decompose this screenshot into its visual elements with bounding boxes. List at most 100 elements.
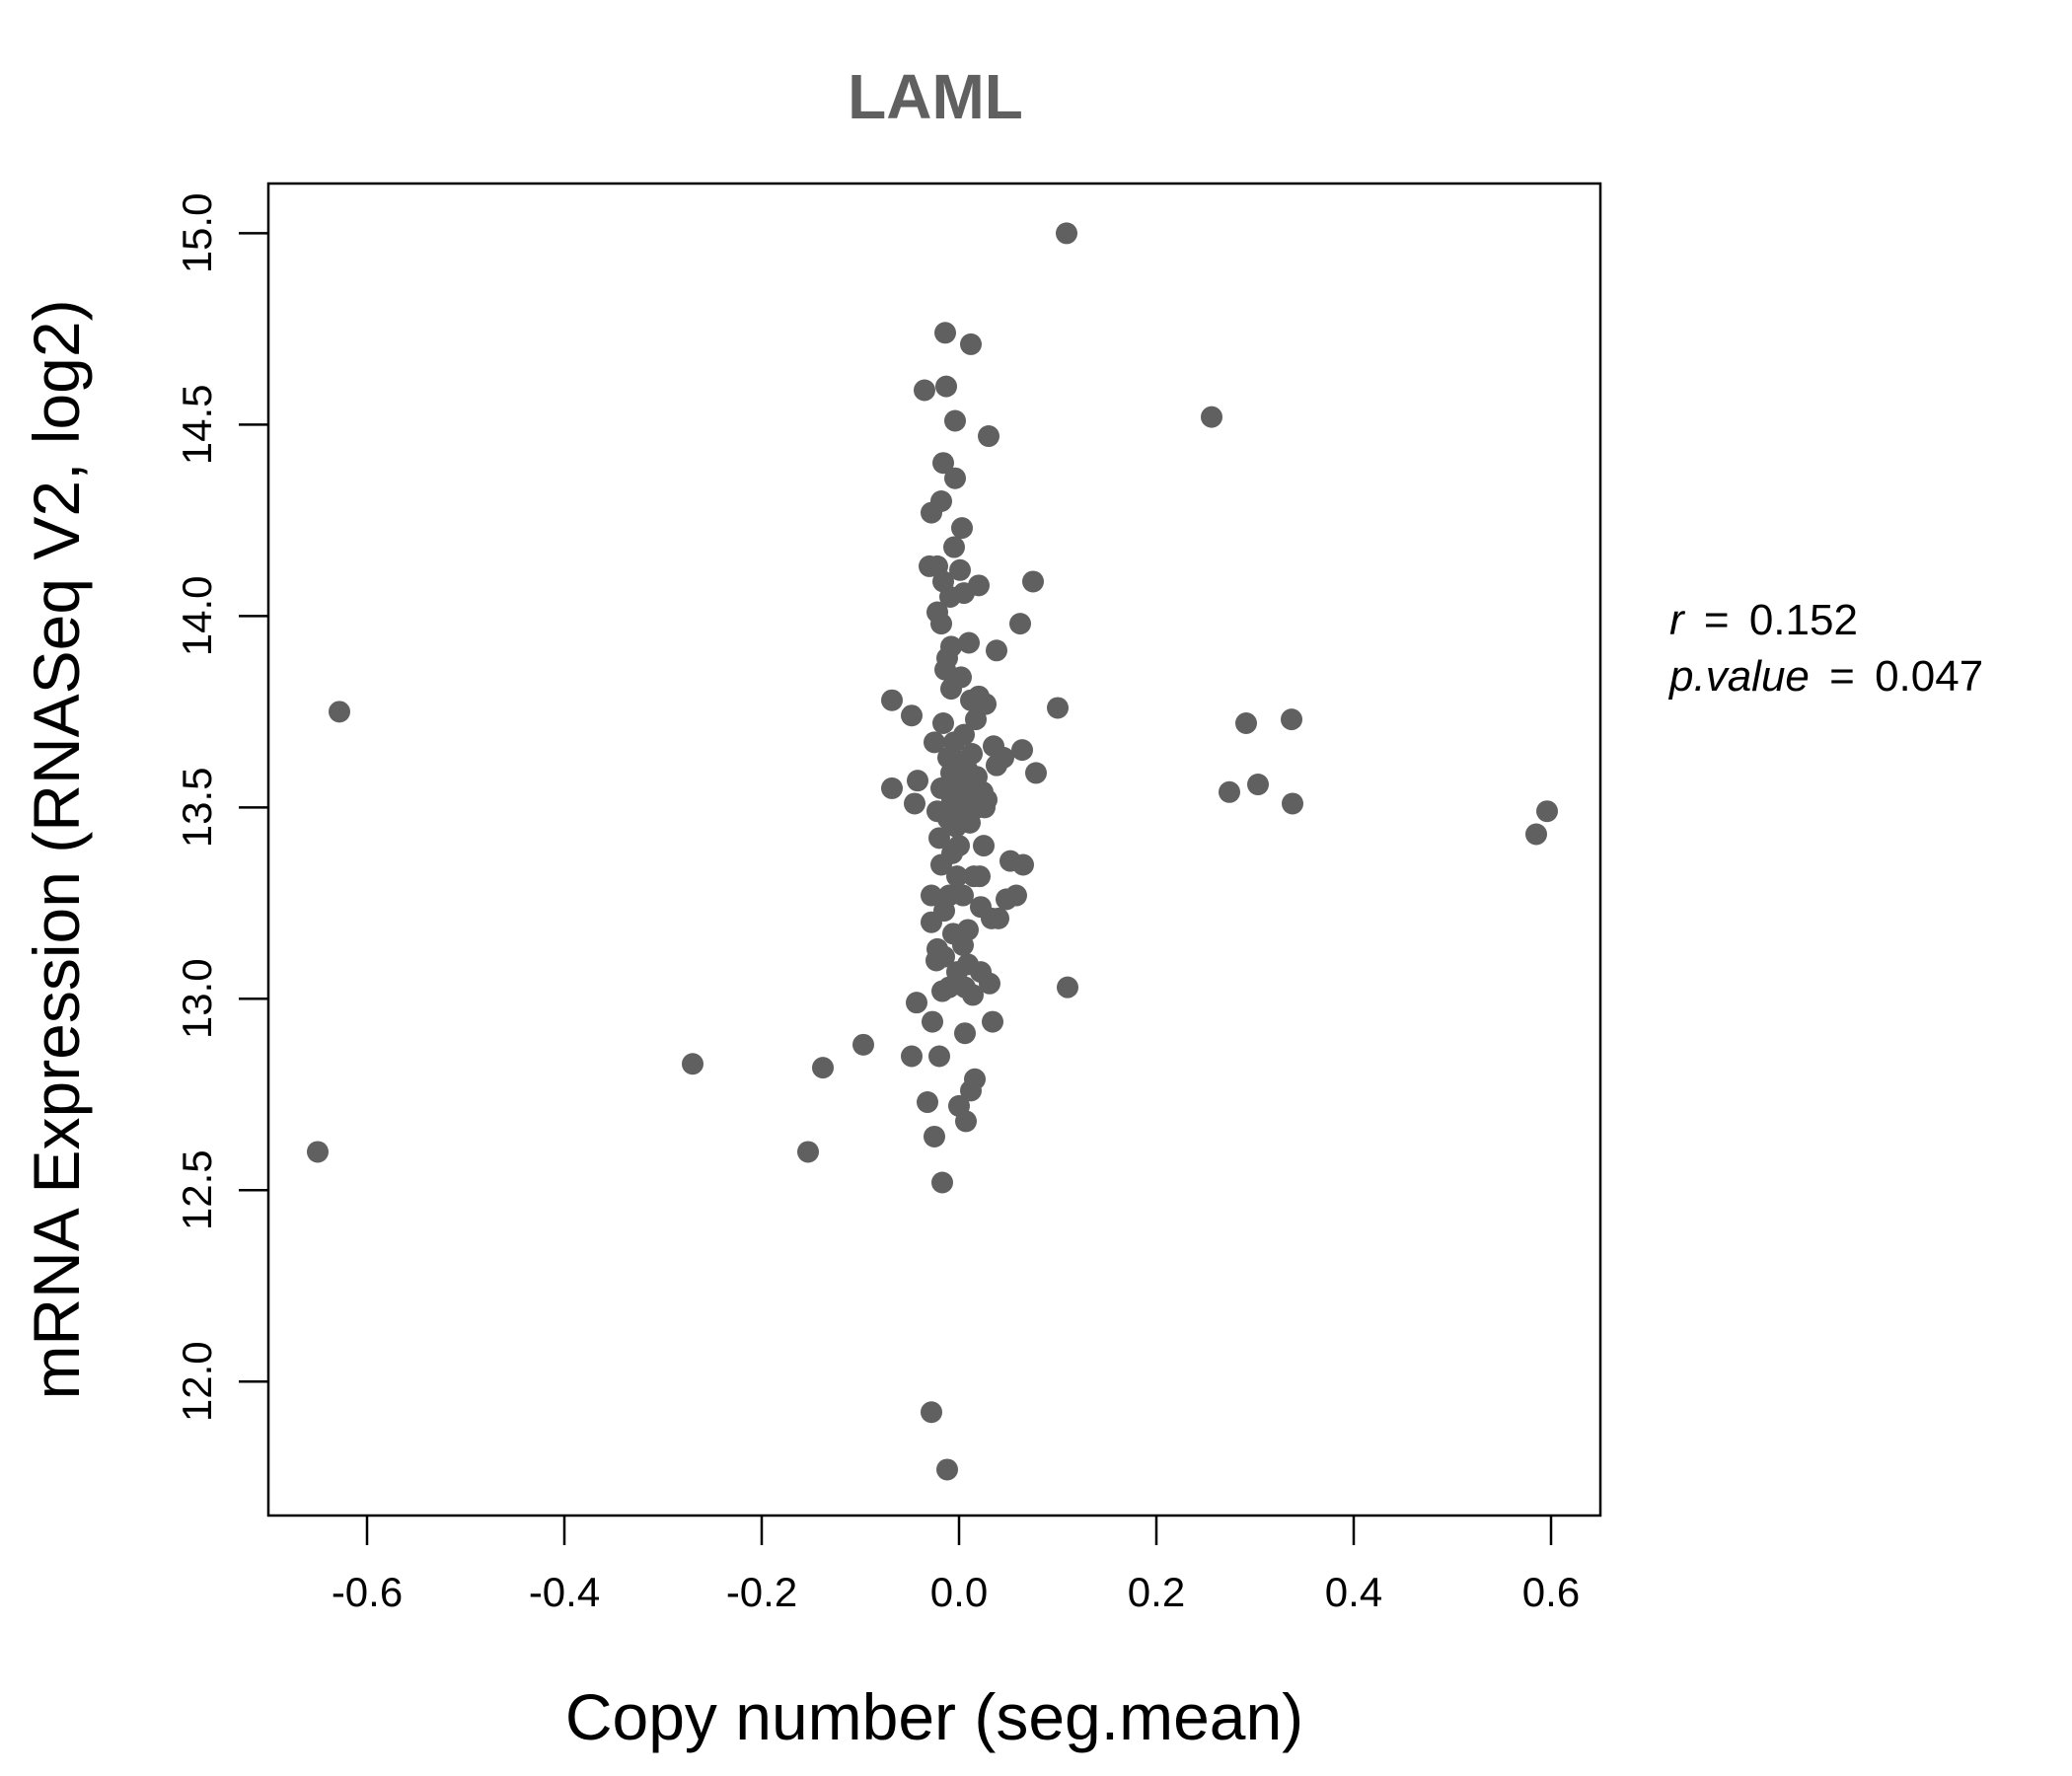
data-point — [931, 1171, 953, 1194]
data-point — [812, 1057, 834, 1079]
data-point — [950, 666, 972, 689]
data-point — [1012, 853, 1034, 876]
data-point — [881, 777, 903, 799]
data-point — [1282, 792, 1303, 815]
data-point — [993, 746, 1014, 769]
data-point — [936, 1458, 958, 1481]
p-value: 0.047 — [1875, 652, 1983, 701]
data-point — [1235, 711, 1257, 734]
data-point — [961, 743, 983, 766]
data-point — [969, 865, 991, 888]
data-point — [957, 919, 979, 941]
r-symbol: r — [1669, 596, 1686, 644]
data-point — [986, 639, 1007, 662]
data-point — [949, 558, 971, 581]
data-point — [1022, 570, 1044, 593]
data-point — [940, 635, 962, 658]
data-point — [329, 701, 350, 723]
data-point — [968, 574, 990, 597]
data-point — [975, 693, 997, 715]
data-point — [1056, 222, 1077, 245]
data-point — [922, 1010, 943, 1033]
plot-frame — [266, 182, 1602, 1517]
y-axis: 12.0 12.5 13.0 13.5 14.0 14.5 15.0 — [174, 193, 268, 1422]
data-point — [930, 489, 952, 512]
data-point — [1009, 613, 1031, 635]
data-point — [964, 1068, 986, 1090]
y-tick-label: 12.5 — [174, 1149, 220, 1230]
x-tick-label: -0.2 — [726, 1569, 797, 1615]
data-point — [1005, 884, 1027, 907]
data-point — [982, 1010, 1003, 1033]
data-point — [935, 375, 957, 398]
data-point — [914, 379, 935, 402]
p-value-statistic: p.value = 0.047 — [1667, 652, 1983, 701]
data-point — [1057, 976, 1078, 999]
data-point — [921, 884, 942, 907]
data-point — [1281, 708, 1302, 731]
p-equals: = — [1829, 652, 1855, 701]
y-tick-label: 15.0 — [174, 193, 220, 274]
correlation-annotation: r = 0.152 p.value = 0.047 — [1667, 596, 1983, 701]
r-value: 0.152 — [1749, 596, 1858, 644]
y-axis-label: mRNA Expression (RNASeq V2, log2) — [20, 299, 93, 1399]
y-tick-label: 14.5 — [174, 385, 220, 466]
p-value-symbol: p.value — [1667, 652, 1810, 701]
x-tick-label: 0.6 — [1522, 1569, 1580, 1615]
data-point — [960, 333, 982, 355]
data-point — [682, 1053, 703, 1075]
data-point — [988, 907, 1009, 929]
data-point — [946, 865, 968, 888]
data-point — [954, 1022, 976, 1045]
data-point — [933, 945, 955, 968]
data-point — [906, 992, 927, 1014]
x-tick-label: 0.2 — [1128, 1569, 1185, 1615]
data-point — [907, 770, 928, 792]
data-point — [976, 788, 998, 811]
data-point — [948, 835, 970, 857]
chart-title: LAML — [848, 61, 1023, 132]
data-point — [979, 972, 1000, 995]
data-point — [952, 884, 974, 907]
r-statistic: r = 0.152 — [1669, 596, 1858, 644]
data-point — [928, 1045, 950, 1068]
data-points — [307, 222, 1558, 1481]
data-point — [973, 835, 995, 857]
data-point — [1219, 780, 1240, 803]
data-point — [955, 1110, 977, 1133]
data-point — [917, 1091, 938, 1114]
data-point — [1201, 406, 1222, 428]
y-tick-label: 12.0 — [174, 1341, 220, 1422]
r-equals: = — [1704, 596, 1730, 644]
data-point — [924, 1125, 945, 1147]
data-point — [1011, 739, 1033, 762]
data-point — [852, 1033, 874, 1056]
data-point — [944, 409, 966, 432]
data-point — [953, 723, 975, 746]
x-tick-label: 0.4 — [1325, 1569, 1382, 1615]
data-point — [901, 1045, 923, 1068]
data-point — [901, 704, 923, 727]
data-point — [943, 536, 965, 558]
data-point — [962, 984, 984, 1006]
data-point — [924, 731, 945, 754]
data-point — [932, 452, 954, 475]
data-point — [958, 631, 980, 654]
x-tick-label: 0.0 — [930, 1569, 988, 1615]
data-point — [1047, 697, 1069, 719]
y-tick-label: 14.0 — [174, 575, 220, 656]
data-point — [1025, 762, 1047, 784]
y-tick-label: 13.5 — [174, 767, 220, 848]
data-point — [928, 827, 950, 850]
data-point — [978, 425, 999, 448]
data-point — [797, 1141, 819, 1163]
data-point — [1536, 800, 1558, 823]
x-tick-label: -0.4 — [529, 1569, 600, 1615]
x-axis-label: Copy number (seg.mean) — [565, 1680, 1303, 1753]
data-point — [904, 792, 925, 815]
data-point — [951, 517, 973, 540]
x-tick-label: -0.6 — [332, 1569, 403, 1615]
data-point — [921, 1401, 942, 1424]
data-point — [932, 711, 954, 734]
